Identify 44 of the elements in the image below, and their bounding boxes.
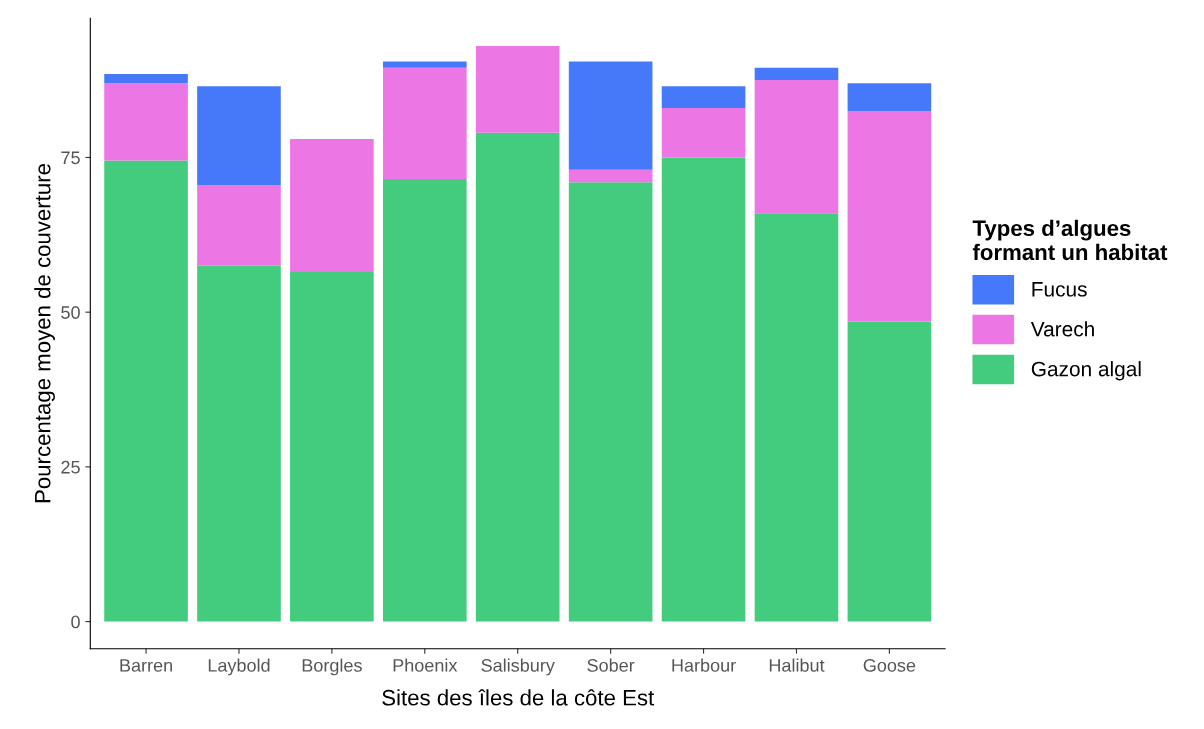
bar bbox=[197, 185, 281, 266]
x-tick-label: Phoenix bbox=[393, 658, 458, 672]
bar bbox=[382, 61, 467, 68]
legend-title: Types d’algues formant un habitat bbox=[972, 219, 1168, 261]
x-tick-label: Sober bbox=[587, 658, 635, 672]
y-tick-label: 0 bbox=[71, 615, 80, 629]
bar bbox=[290, 271, 374, 622]
bar bbox=[754, 80, 839, 214]
legend-label: Varech bbox=[1030, 321, 1094, 337]
x-tick-label: Borgles bbox=[302, 658, 362, 676]
bar bbox=[754, 67, 839, 81]
bar bbox=[290, 138, 374, 272]
y-axis-title: Pourcentage moyen de couverture bbox=[34, 164, 55, 503]
x-tick-label: Barren bbox=[120, 659, 172, 672]
bar bbox=[661, 157, 746, 622]
legend-label: Gazon algal bbox=[1031, 361, 1141, 381]
x-axis-title: Sites des îles de la côte Est bbox=[382, 689, 655, 706]
y-tick-label: 75 bbox=[61, 151, 80, 165]
bar bbox=[568, 182, 653, 622]
bar bbox=[847, 321, 932, 622]
bar bbox=[382, 179, 467, 622]
bar bbox=[475, 132, 560, 622]
x-tick-label: Halibut bbox=[769, 658, 825, 672]
bar bbox=[475, 46, 560, 133]
x-tick-label: Laybold bbox=[208, 658, 270, 676]
bar bbox=[568, 169, 653, 183]
x-tick-label: Goose bbox=[863, 659, 916, 672]
bar bbox=[847, 83, 932, 112]
bar bbox=[661, 86, 746, 108]
bar bbox=[197, 265, 281, 622]
bar bbox=[847, 111, 932, 322]
x-tick-label: Harbour bbox=[672, 658, 736, 672]
bar bbox=[568, 61, 653, 170]
y-tick-label: 25 bbox=[61, 460, 80, 474]
bar bbox=[104, 160, 188, 622]
bar bbox=[104, 73, 188, 84]
bar bbox=[382, 67, 467, 180]
bar bbox=[661, 107, 746, 158]
legend-label: Fucus bbox=[1032, 282, 1087, 297]
bar bbox=[197, 86, 281, 186]
x-tick-label: Salisbury bbox=[481, 658, 555, 676]
bar bbox=[754, 213, 839, 622]
y-tick-label: 50 bbox=[61, 306, 80, 319]
bar bbox=[104, 83, 188, 161]
